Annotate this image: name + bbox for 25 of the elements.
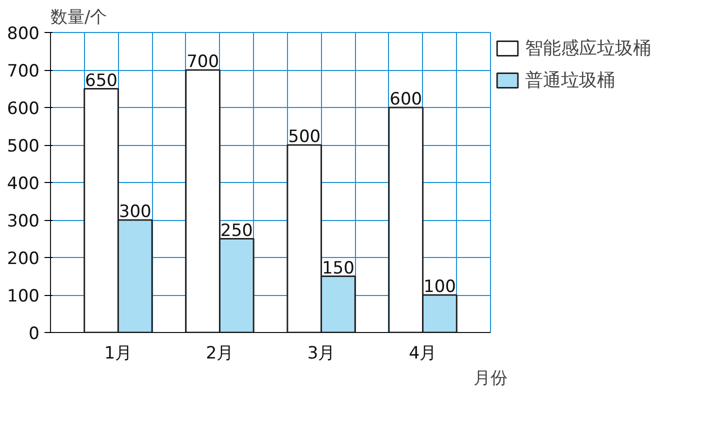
- y-tick-label: 400: [7, 174, 40, 194]
- x-tick-label: 2月: [206, 344, 234, 364]
- y-tick-label: 700: [7, 62, 40, 82]
- legend-label: 智能感应垃圾桶: [525, 37, 651, 60]
- y-tick-label: 200: [7, 249, 40, 269]
- data-label: 300: [118, 202, 152, 222]
- y-tick-label: 800: [7, 24, 40, 44]
- y-tick-label: 0: [28, 324, 40, 344]
- data-label: 150: [322, 258, 354, 278]
- y-tick-label: 600: [7, 99, 40, 119]
- data-label: 250: [220, 220, 253, 241]
- data-label: 500: [288, 127, 321, 147]
- x-tick-label: 3月: [307, 344, 336, 364]
- x-tick-label: 4月: [408, 344, 437, 364]
- data-label: 600: [390, 90, 422, 110]
- x-tick-label: 1月: [104, 344, 132, 364]
- data-label: 650: [85, 70, 118, 91]
- x-axis-title: 月份: [474, 368, 508, 388]
- data-label: 700: [186, 52, 220, 72]
- y-axis-title: 数量/个: [50, 8, 108, 28]
- y-tick-label: 500: [7, 136, 40, 156]
- legend-label: 普通垃圾桶: [525, 69, 615, 92]
- y-tick-label: 100: [7, 286, 40, 306]
- data-label: 100: [424, 277, 456, 297]
- y-tick-label: 300: [7, 212, 40, 232]
